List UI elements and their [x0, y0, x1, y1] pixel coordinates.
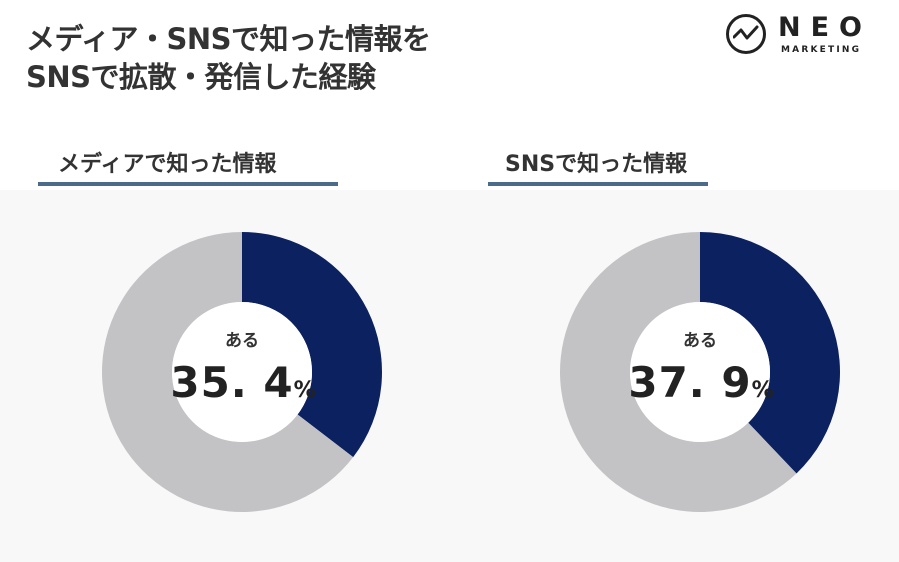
chart-title: メディアで知った情報: [58, 152, 277, 177]
center-value: 35. 4%: [158, 358, 328, 407]
chart-media: メディアで知った情報 ある 35. 4%: [38, 152, 383, 512]
donut-hole: [172, 302, 312, 442]
center-value: 37. 9%: [616, 358, 786, 407]
donut-slice-yes: [700, 232, 840, 474]
page-title: メディア・SNSで知った情報を SNSで拡散・発信した経験: [26, 20, 431, 96]
center-value-unit: %: [293, 378, 316, 403]
logo-pulse-icon: [726, 14, 766, 54]
donut-hole: [630, 302, 770, 442]
chart-title: SNSで知った情報: [505, 152, 688, 177]
chart-title-underline: [488, 182, 708, 186]
logo-sub: MARKETING: [781, 45, 862, 55]
center-label: ある: [225, 331, 259, 351]
center-label: ある: [683, 331, 717, 351]
donut-slice-yes: [242, 232, 383, 458]
center-value-unit: %: [751, 378, 774, 403]
donut-slice-remainder: [102, 232, 354, 512]
center-value-number: 37. 9: [628, 358, 752, 407]
donut-chart: [560, 232, 840, 512]
page-title-line1: メディア・SNSで知った情報を: [26, 22, 431, 56]
neo-marketing-logo: NEO MARKETING: [726, 12, 876, 62]
center-value-number: 35. 4: [170, 358, 294, 407]
donut-chart: [102, 232, 383, 512]
logo-name: NEO: [778, 12, 872, 43]
page-title-line2: SNSで拡散・発信した経験: [26, 60, 376, 94]
chart-title-underline: [38, 182, 338, 186]
donut-slice-remainder: [560, 232, 797, 512]
